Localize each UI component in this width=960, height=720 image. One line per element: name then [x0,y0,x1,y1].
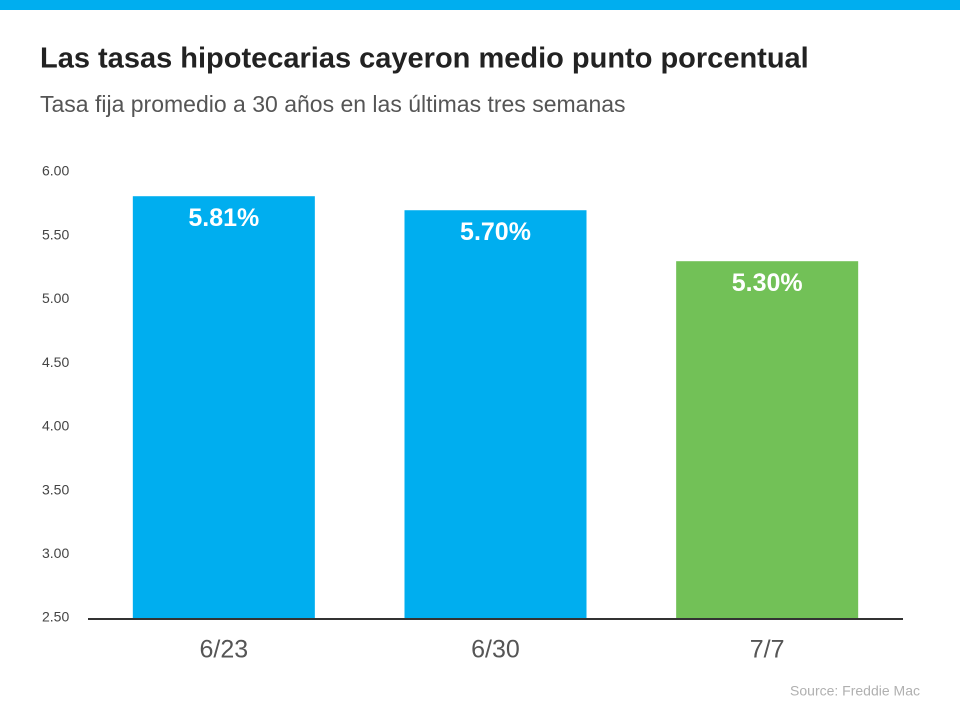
y-tick-label: 4.00 [42,418,69,434]
top-stripe [0,0,960,10]
bar [132,196,315,618]
chart-title: Las tasas hipotecarias cayeron medio pun… [40,43,809,75]
x-tick-label: 6/23 [199,636,248,664]
bar [676,261,859,618]
y-tick-label: 5.50 [42,226,69,242]
y-tick-label: 4.50 [42,354,69,370]
y-tick-label: 2.50 [42,609,69,625]
x-tick-label: 7/7 [750,636,785,664]
value-label: 5.81% [188,204,259,232]
bar [404,210,587,618]
y-tick-label: 5.00 [42,290,69,306]
chart-subtitle: Tasa fija promedio a 30 años en las últi… [40,91,626,117]
y-tick-label: 6.00 [42,163,69,179]
source-note: Source: Freddie Mac [790,683,920,699]
y-tick-label: 3.00 [42,545,69,561]
value-label: 5.70% [460,218,531,246]
value-label: 5.30% [732,269,803,297]
y-tick-label: 3.50 [42,481,69,497]
x-tick-label: 6/30 [471,636,520,664]
